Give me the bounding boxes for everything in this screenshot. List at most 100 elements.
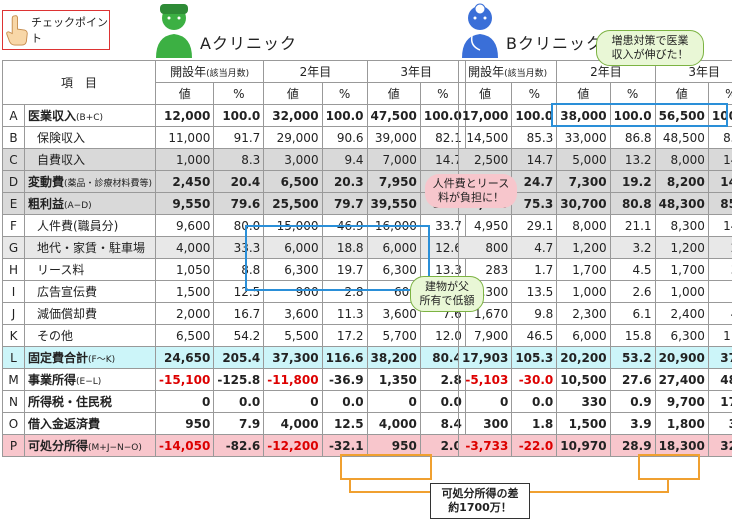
row-letter: B [2, 126, 25, 149]
b-income-highlight [638, 454, 700, 480]
cell-value: 11,000 [155, 126, 215, 149]
row-label-text: リース料 [37, 263, 85, 277]
cell-value: -30.0 [511, 368, 558, 391]
cell-value: 15,000 [263, 214, 323, 237]
cell-value: 1,700 [556, 258, 611, 281]
cell-value: 12.6 [419, 236, 466, 259]
row-label: 減価償却費 [23, 302, 157, 325]
cell-value: 9,600 [155, 214, 215, 237]
clinic-b-table: 開設年(該当月数) 2年目 3年目 値 % 値 % 値 % 17,000100.… [457, 60, 732, 457]
row-label-note: (F〜K) [88, 355, 116, 365]
pct-header: % [321, 82, 368, 105]
cell-value: 0 [366, 390, 421, 413]
cell-value: 12,000 [155, 104, 215, 127]
row-label-text: 自費収入 [37, 153, 86, 167]
cell-value: 11.2 [707, 324, 732, 347]
cell-value: 116.6 [321, 346, 368, 369]
cell-value: 54.2 [213, 324, 265, 347]
cell-value: 13.2 [609, 148, 656, 171]
cell-value: 8.3 [213, 148, 265, 171]
cell-value: 48,300 [654, 192, 709, 215]
value-header: 値 [654, 82, 709, 105]
cell-value: 9,550 [155, 192, 215, 215]
cell-value: 33.7 [419, 214, 466, 237]
table-row: J 減価償却費 2,000 16.7 3,600 11.3 3,600 7.6 [2, 302, 466, 325]
cell-value: 33.3 [213, 236, 265, 259]
cell-value: 3,600 [366, 302, 421, 325]
cell-value: 2,500 [457, 148, 513, 171]
cell-value: 0.0 [321, 390, 368, 413]
cell-value: 900 [263, 280, 323, 303]
cell-value: 1.8 [707, 280, 732, 303]
cell-value: 1,500 [155, 280, 215, 303]
cell-value: 1.8 [511, 412, 558, 435]
cell-value: -14,050 [155, 434, 215, 457]
b-building-callout: 建物が父 所有で低額 [410, 276, 484, 312]
cell-value: 8,300 [654, 214, 709, 237]
row-label-text: 借入金返済費 [28, 417, 101, 431]
row-label-text: 所得税・住民税 [28, 395, 113, 409]
cell-value: 79.6 [213, 192, 265, 215]
table-row: K その他 6,500 54.2 5,500 17.2 5,700 12.0 [2, 324, 466, 347]
row-letter: E [2, 192, 25, 215]
checkpoint-badge: チェックポイント [2, 10, 110, 50]
row-label: 人件費(職員分) [23, 214, 157, 237]
row-label-text: 固定費合計 [28, 351, 89, 365]
row-letter: O [2, 412, 25, 435]
cell-value: 9.4 [321, 148, 368, 171]
cell-value: 85.5 [707, 192, 732, 215]
cell-value: 6,500 [263, 170, 323, 193]
row-label-text: 事業所得 [28, 373, 77, 387]
cell-value: 75.3 [511, 192, 558, 215]
cell-value: 3.2 [609, 236, 656, 259]
cell-value: 29.1 [511, 214, 558, 237]
cell-value: 18.8 [321, 236, 368, 259]
cell-value: 14.7 [511, 148, 558, 171]
table-row: P 可処分所得(M+J−N−O) -14,050 -82.6 -12,200 -32.1 9… [2, 434, 466, 457]
year1-header: 開設年(該当月数) [155, 60, 265, 83]
table-row: O 借入金返済費 950 7.9 4,000 12.5 4,000 8.4 [2, 412, 466, 435]
cell-value: 17.2 [707, 390, 732, 413]
value-header: 値 [263, 82, 323, 105]
pct-header: % [213, 82, 265, 105]
row-label-note: (E−L) [76, 377, 102, 387]
table-row: N 所得税・住民税 0 0.0 0 0.0 0 0.0 [2, 390, 466, 413]
row-letter: I [2, 280, 25, 303]
cell-value: 6,000 [263, 236, 323, 259]
cell-value: 100.0 [511, 104, 558, 127]
value-header: 値 [457, 82, 513, 105]
cell-value: 800 [457, 236, 513, 259]
cell-value: 14,500 [457, 126, 513, 149]
row-label: 可処分所得(M+J−N−O) [23, 434, 157, 457]
row-letter: K [2, 324, 25, 347]
cell-value: 6.1 [609, 302, 656, 325]
cell-value: 18,300 [654, 434, 709, 457]
cell-value: 0 [155, 390, 215, 413]
cell-value: 1.7 [511, 258, 558, 281]
cell-value: 0.0 [213, 390, 265, 413]
cell-value: 91.7 [213, 126, 265, 149]
cell-value: -15,100 [155, 368, 215, 391]
cell-value: 16.7 [213, 302, 265, 325]
row-label: 保険収入 [23, 126, 157, 149]
cell-value: 4,000 [263, 412, 323, 435]
cell-value: 3,600 [263, 302, 323, 325]
row-letter: P [2, 434, 25, 457]
cell-value: 0 [457, 390, 513, 413]
row-label: 事業所得(E−L) [23, 368, 157, 391]
cell-value: 37,300 [263, 346, 323, 369]
cell-value: -125.8 [213, 368, 265, 391]
cell-value: 12.5 [213, 280, 265, 303]
table-row: D変動費(薬品・診療材料費等)2,45020.46,50020.37,95016… [2, 170, 466, 193]
cell-value: 100.0 [707, 104, 732, 127]
row-label-text: 地代・家賃・駐車場 [37, 241, 146, 255]
cell-value: 46.5 [511, 324, 558, 347]
cell-value: 0 [263, 390, 323, 413]
row-letter: C [2, 148, 25, 171]
row-label: 広告宣伝費 [23, 280, 157, 303]
clinic-b-header: Bクリニック [458, 0, 603, 58]
cell-value: 1,200 [556, 236, 611, 259]
